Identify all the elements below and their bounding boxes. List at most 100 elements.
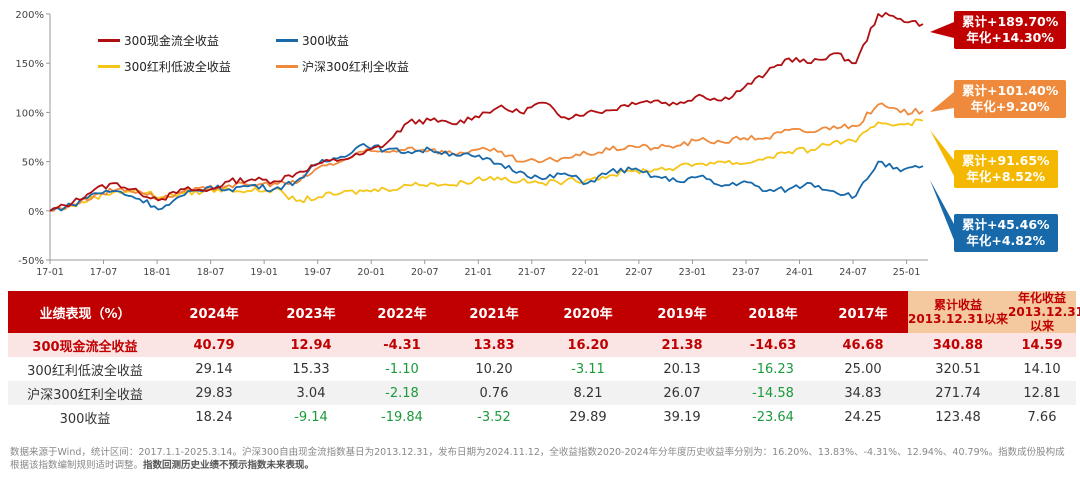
callout-line: 年化+14.30% (966, 30, 1054, 45)
callout-line: 累计+91.65% (962, 153, 1050, 168)
table-cell: 25.00 (844, 361, 882, 377)
x-tick-label: 21-01 (464, 267, 492, 278)
x-tick-label: 20-07 (411, 267, 439, 278)
series-line-2 (49, 118, 924, 212)
legend-label: 沪深300红利全收益 (302, 60, 409, 74)
x-tick-label: 22-01 (572, 267, 600, 278)
row-label: 300红利低波全收益 (27, 363, 143, 379)
chart-area: 200% 150% 100% 50% 0% -50% 17-01 17-07 18-01 18-0… (15, 10, 1067, 278)
legend-item-2: 300红利低波全收益 (98, 58, 231, 75)
table-cell: 12.81 (1008, 381, 1076, 405)
callout-pointer (930, 92, 954, 112)
table-header: 2021年 (448, 291, 540, 333)
x-tick-label: 25-01 (893, 267, 921, 278)
table-header: 2024年 (162, 291, 266, 333)
y-tick-label: 100% (15, 108, 44, 119)
x-tick-label: 19-01 (250, 267, 278, 278)
header-line: 年化收益 (1017, 291, 1066, 305)
table-cell: 10.20 (475, 361, 513, 377)
footnote: 数据来源于Wind，统计区间：2017.1.1-2025.3.14。沪深300自… (10, 446, 1070, 472)
callout-line: 年化+8.52% (966, 169, 1046, 184)
legend-label: 300现金流全收益 (124, 34, 219, 48)
table-cell: -14.58 (728, 381, 818, 405)
header-line: 累计收益 (933, 298, 982, 312)
table-header: 2020年 (540, 291, 636, 333)
callout-line: 累计+45.46% (962, 217, 1050, 232)
table-header: 2019年 (636, 291, 728, 333)
table-cell: 3.04 (266, 381, 356, 405)
legend-item-1: 300收益 (276, 32, 349, 49)
table-header: 2023年 (266, 291, 356, 333)
table-cell: 29.89 (569, 409, 607, 425)
footnote-text: 数据来源于Wind，统计区间：2017.1.1-2025.3.14。沪深300自… (10, 447, 1065, 471)
callout-low-vol: 累计+91.65% 年化+8.52% (954, 150, 1058, 188)
callout-line: 累计+101.40% (962, 83, 1059, 98)
table-cell: -1.10 (385, 361, 419, 377)
table-cell: 40.79 (162, 333, 266, 357)
table-header-cumulative: 累计收益 2013.12.31以来 (908, 291, 1008, 333)
table-cell: 15.33 (292, 361, 330, 377)
x-tick-label: 18-07 (197, 267, 225, 278)
footnote-disclaimer: 指数回测历史业绩不预示指数未来表现。 (143, 460, 315, 471)
row-label: 沪深300红利全收益 (8, 381, 162, 405)
table-cell: -2.18 (356, 381, 448, 405)
y-tick-label: 200% (15, 10, 44, 21)
table-cell: -4.31 (356, 333, 448, 357)
y-tick-label: 150% (15, 59, 44, 70)
table-cell: 20.13 (663, 361, 701, 377)
table-cell: 16.20 (540, 333, 636, 357)
legend-label: 300红利低波全收益 (124, 60, 231, 74)
table-cell: 29.83 (162, 381, 266, 405)
series-line-3 (50, 102, 924, 212)
header-line: 2013.12.31以来 (908, 312, 1008, 326)
table-cell: -3.11 (571, 361, 605, 377)
table-row: 沪深300红利全收益 29.83 3.04 -2.18 0.76 8.21 26.07 -14… (8, 381, 1076, 405)
row-label: 300收益 (59, 411, 111, 427)
table-header: 2022年 (356, 291, 448, 333)
x-tick-label: 21-07 (518, 267, 546, 278)
callout-pointer (930, 130, 954, 176)
table-row: 300现金流全收益 40.79 12.94 -4.31 13.83 16.20 21.38-… (8, 333, 1076, 357)
legend-item-3: 沪深300红利全收益 (276, 58, 409, 75)
callout-line: 累计+189.70% (962, 14, 1059, 29)
row-label: 300现金流全收益 (8, 333, 162, 357)
x-tick-label: 17-01 (36, 267, 64, 278)
table-header: 2017年 (818, 291, 908, 333)
table-cell: 26.07 (636, 381, 728, 405)
x-tick-label: 17-07 (90, 267, 118, 278)
table-cell: -19.84 (381, 409, 423, 425)
table-header-row: 业绩表现（%） 2024年 2023年 2022年 2021年 2020年 20… (8, 291, 1080, 333)
x-tick-label: 20-01 (357, 267, 385, 278)
x-tick-label: 23-07 (732, 267, 760, 278)
table-header-annualized: 年化收益 2013.12.31以来 (1008, 291, 1080, 333)
table-cell: 123.48 (935, 409, 981, 425)
table-cell: 12.94 (266, 333, 356, 357)
table-cell: -23.64 (752, 409, 794, 425)
line-chart: 200% 150% 100% 50% 0% -50%17-01 17-07 18-01 18-0… (15, 10, 954, 278)
table-cell: 8.21 (540, 381, 636, 405)
callout-300-return: 累计+45.46% 年化+4.82% (954, 214, 1058, 252)
table-cell: 14.59 (1008, 333, 1076, 357)
table-cell: 39.19 (663, 409, 701, 425)
x-tick-label: 22-07 (625, 267, 653, 278)
table-cell: -14.63 (728, 333, 818, 357)
table-cell: 0.76 (448, 381, 540, 405)
y-tick-label: 0% (28, 207, 44, 218)
x-tick-label: 19-07 (304, 267, 332, 278)
series-line-0 (49, 11, 924, 212)
callout-pointer (930, 180, 954, 240)
legend-item-0: 300现金流全收益 (98, 32, 219, 49)
table-header: 业绩表现（%） (8, 291, 162, 333)
table-cell: 21.38 (636, 333, 728, 357)
table-cell: 18.24 (195, 409, 233, 425)
callout-pointer (930, 22, 954, 38)
table-cell: -9.14 (294, 409, 328, 425)
callout-line: 年化+4.82% (966, 233, 1046, 248)
x-tick-label: 24-07 (839, 267, 867, 278)
table-cell: 271.74 (908, 381, 1008, 405)
legend-swatch (98, 65, 120, 68)
table-cell: 24.25 (844, 409, 882, 425)
y-tick-label: -50% (18, 256, 44, 267)
performance-table: 业绩表现（%） 2024年 2023年 2022年 2021年 2020年 20… (8, 291, 1080, 429)
table-cell: 320.51 (935, 361, 981, 377)
